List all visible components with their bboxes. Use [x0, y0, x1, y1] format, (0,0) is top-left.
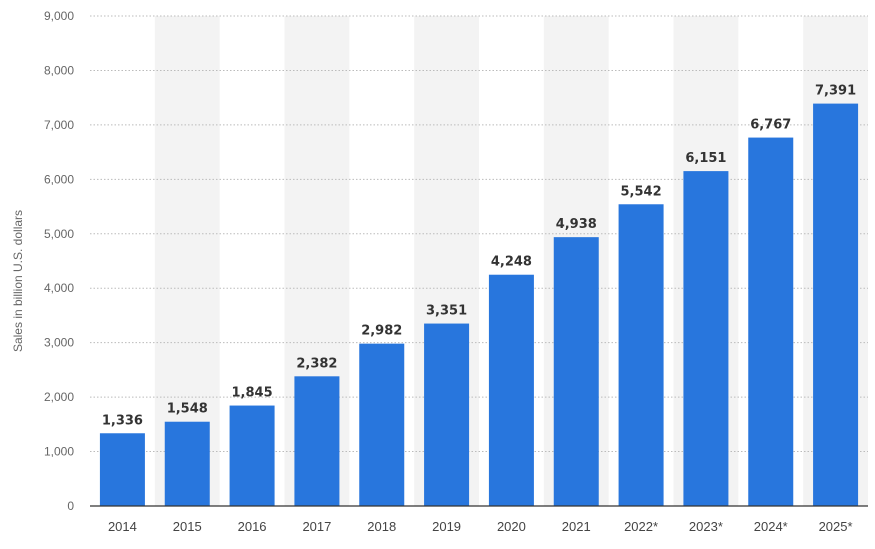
- y-axis-title: Sales in billion U.S. dollars: [11, 210, 25, 352]
- x-tick-label-2025*: 2025*: [819, 519, 853, 534]
- x-tick-label-2018: 2018: [367, 519, 396, 534]
- gridlines: [90, 15, 868, 453]
- y-tick-label: 0: [67, 499, 74, 513]
- x-tick-label-2021: 2021: [562, 519, 591, 534]
- y-tick-label: 1,000: [44, 445, 74, 459]
- data-label-2016: 1,845: [232, 386, 273, 401]
- bar-2018: [359, 343, 405, 506]
- x-tick-label-2014: 2014: [108, 519, 137, 534]
- y-tick-label: 7,000: [44, 118, 74, 132]
- bar-2021: [553, 237, 599, 507]
- data-label-2022*: 5,542: [621, 184, 662, 199]
- bar-2016: [229, 405, 275, 506]
- data-label-2014: 1,336: [102, 413, 143, 428]
- y-tick-label: 4,000: [44, 281, 74, 295]
- bars: [99, 103, 859, 507]
- x-tick-label-2016: 2016: [238, 519, 267, 534]
- y-tick-label: 5,000: [44, 227, 74, 241]
- y-tick-label: 6,000: [44, 172, 74, 186]
- bar-2017: [294, 376, 340, 506]
- bar-2014: [99, 433, 145, 506]
- y-tick-label: 9,000: [44, 9, 74, 23]
- y-tick-label: 2,000: [44, 390, 74, 404]
- data-label-2023*: 6,151: [685, 151, 726, 166]
- bar-2019: [424, 323, 470, 506]
- data-labels: 1,336 1,548 1,845 2,382 2,982 3,351 4,248 4,938…: [102, 84, 856, 429]
- data-label-2025*: 7,391: [815, 84, 856, 99]
- bar-2025*: [813, 103, 859, 507]
- data-label-2018: 2,982: [361, 324, 402, 339]
- x-tick-label-2015: 2015: [173, 519, 202, 534]
- data-label-2015: 1,548: [167, 402, 208, 417]
- data-label-2024*: 6,767: [750, 118, 791, 133]
- bar-2020: [488, 274, 534, 506]
- data-label-2017: 2,382: [296, 356, 337, 371]
- x-tick-label-2022*: 2022*: [624, 519, 658, 534]
- x-tick-label-2023*: 2023*: [689, 519, 723, 534]
- x-axis-ticks: 2014 2015 2016 2017 2018 2019 2020 2021 2022* 202…: [108, 519, 853, 534]
- bar-2023*: [683, 171, 729, 506]
- x-tick-label-2020: 2020: [497, 519, 526, 534]
- data-label-2020: 4,248: [491, 255, 532, 270]
- bar-2024*: [748, 137, 794, 506]
- y-tick-label: 3,000: [44, 336, 74, 350]
- x-tick-label-2019: 2019: [432, 519, 461, 534]
- data-label-2019: 3,351: [426, 304, 467, 319]
- bar-2022*: [618, 204, 664, 506]
- data-label-2021: 4,938: [556, 217, 597, 232]
- x-tick-label-2017: 2017: [302, 519, 331, 534]
- y-axis-ticks: 0 1,000 2,000 3,000 4,000 5,000 6,000 7,000 8,00…: [44, 9, 74, 513]
- y-tick-label: 8,000: [44, 63, 74, 77]
- bar-2015: [164, 421, 210, 506]
- x-tick-label-2024*: 2024*: [754, 519, 788, 534]
